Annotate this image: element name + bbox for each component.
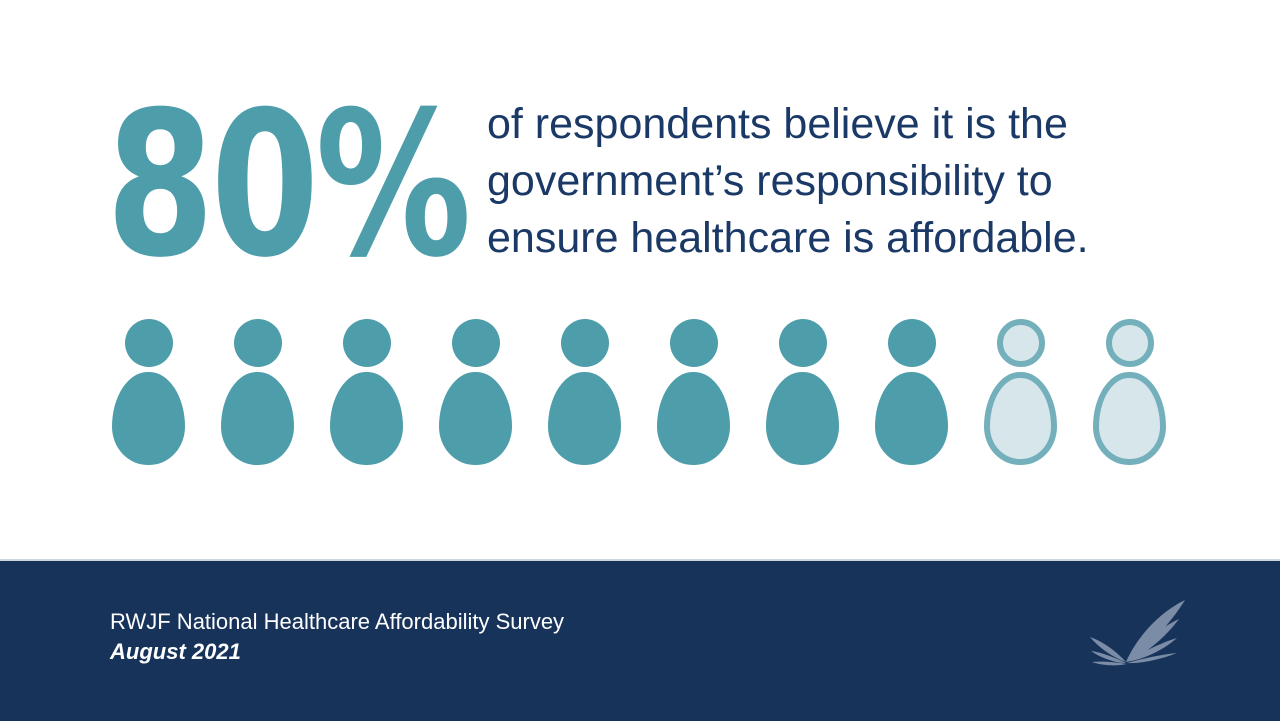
rwjf-wing-logo	[1090, 600, 1185, 666]
survey-source: RWJF National Healthcare Affordability S…	[110, 609, 565, 634]
person-body	[439, 372, 512, 465]
stat-percentage: 80%	[106, 69, 472, 302]
person-body	[657, 372, 730, 465]
person-head	[887, 319, 936, 367]
person-head	[124, 319, 173, 367]
person-body	[984, 372, 1057, 465]
person-head	[560, 319, 609, 367]
person-body	[112, 372, 185, 465]
person-icon-filled	[330, 319, 403, 465]
person-icon-filled	[439, 319, 512, 465]
person-icon-filled	[112, 319, 185, 465]
headline-line-1: of respondents believe it is the	[487, 100, 1068, 148]
person-body	[548, 372, 621, 465]
person-head	[778, 319, 827, 367]
person-icon-outline	[1093, 319, 1166, 465]
person-head	[669, 319, 718, 367]
person-head	[233, 319, 282, 367]
headline: of respondents believe it is the governm…	[487, 96, 1187, 267]
person-body	[766, 372, 839, 465]
person-icon-filled	[548, 319, 621, 465]
person-head	[1105, 319, 1154, 367]
person-icon-filled	[221, 319, 294, 465]
person-body	[875, 372, 948, 465]
footer: RWJF National Healthcare Affordability S…	[0, 559, 1280, 721]
person-head	[451, 319, 500, 367]
person-icon-filled	[875, 319, 948, 465]
survey-date: August 2021	[110, 639, 241, 664]
person-icon-filled	[657, 319, 730, 465]
headline-line-2: government’s responsibility to	[487, 157, 1053, 205]
pictograph-row	[112, 319, 1166, 465]
footer-text: RWJF National Healthcare Affordability S…	[110, 609, 564, 665]
person-head	[342, 319, 391, 367]
person-icon-outline	[984, 319, 1057, 465]
person-body	[1093, 372, 1166, 465]
person-head	[996, 319, 1045, 367]
headline-line-3: ensure healthcare is affordable.	[487, 214, 1089, 262]
person-body	[330, 372, 403, 465]
person-icon-filled	[766, 319, 839, 465]
person-body	[221, 372, 294, 465]
